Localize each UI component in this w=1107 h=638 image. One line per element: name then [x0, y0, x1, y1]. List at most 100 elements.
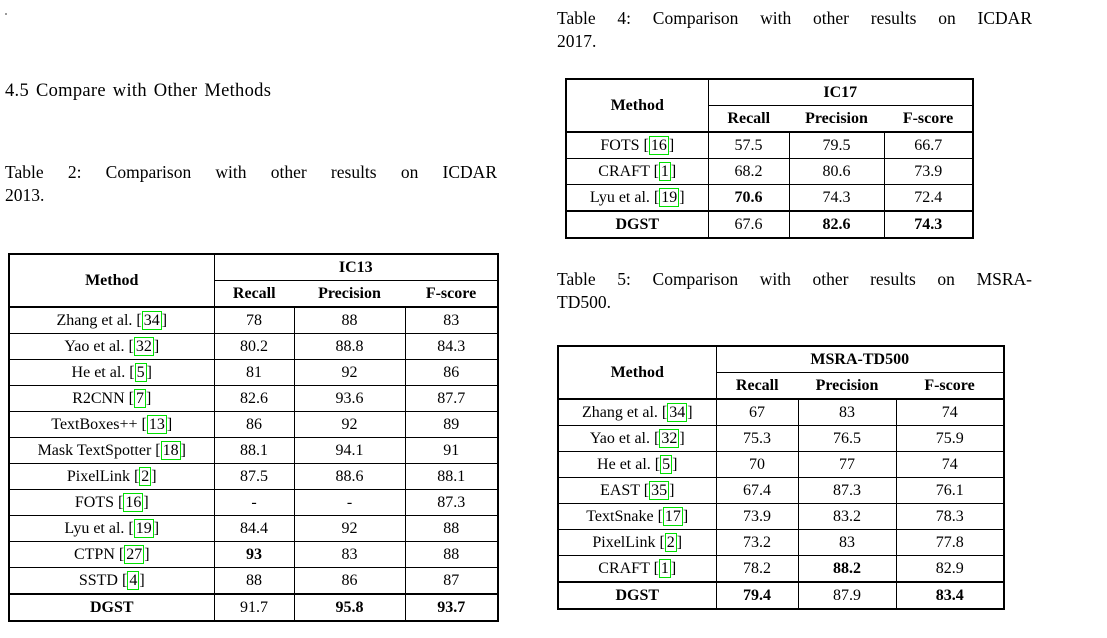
citation-link[interactable]: 16: [123, 493, 144, 512]
value-cell: 88: [404, 541, 499, 568]
citation-link[interactable]: 32: [133, 337, 154, 356]
value-cell: 91: [404, 437, 499, 464]
citation-link[interactable]: 17: [662, 507, 683, 526]
table-row: Lyu et al. [19] 84.4 92 88: [8, 515, 499, 542]
citation-link[interactable]: 5: [660, 455, 673, 474]
caption-line: 2017.: [557, 30, 597, 51]
value-cell: 92: [293, 515, 406, 542]
table-row: SSTD [4] 88 86 87: [8, 567, 499, 595]
table-row: He et al. [5] 81 92 86: [8, 359, 499, 386]
value-cell: 80.2: [213, 333, 295, 360]
value-cell: 72.4: [883, 184, 974, 212]
table-row: TextBoxes++ [13] 86 92 89: [8, 411, 499, 438]
dataset-header: MSRA-TD500: [715, 345, 1005, 373]
value-cell: 80.6: [788, 158, 885, 185]
citation-link[interactable]: 1: [658, 162, 671, 181]
value-cell: 73.9: [883, 158, 974, 185]
caption-line: Table 2: Comparison with other results o…: [5, 162, 497, 182]
method-header: Method: [565, 78, 709, 133]
stat-header-row: Recall Precision F-score: [9, 280, 499, 308]
value-cell: 95.8: [293, 593, 406, 622]
value-cell: 93: [213, 541, 295, 568]
value-cell: 88.6: [293, 463, 406, 490]
method-cell: Yao et al. [32]: [557, 425, 717, 452]
value-cell: 79.4: [715, 581, 799, 610]
caption-line: TD500.: [557, 291, 611, 312]
citation-link[interactable]: 2: [139, 467, 152, 486]
value-cell: 93.7: [404, 593, 499, 622]
method-cell: TextBoxes++ [13]: [8, 411, 215, 438]
table-row: PixelLink [2] 73.2 83 77.8: [557, 529, 1005, 556]
value-cell: 77: [797, 451, 897, 478]
citation-link[interactable]: 32: [659, 429, 680, 448]
value-cell: 83: [797, 398, 897, 426]
citation-link[interactable]: 13: [146, 415, 167, 434]
method-cell: FOTS [16]: [8, 489, 215, 516]
method-header: Method: [557, 345, 717, 400]
stat-header-row: Recall Precision F-score: [558, 372, 1005, 400]
value-cell: 88: [404, 515, 499, 542]
method-cell: SSTD [4]: [8, 567, 215, 595]
method-cell: Lyu et al. [19]: [8, 515, 215, 542]
stat-header-f-score: F-score: [896, 372, 1005, 400]
method-cell: Lyu et al. [19]: [565, 184, 709, 212]
citation-link[interactable]: 18: [160, 441, 181, 460]
citation-link[interactable]: 5: [134, 363, 147, 382]
citation-link[interactable]: 35: [649, 481, 670, 500]
citation-link[interactable]: 16: [648, 136, 669, 155]
citation-link[interactable]: 1: [658, 559, 671, 578]
value-cell: 83: [293, 541, 406, 568]
table-row: PixelLink [2] 87.5 88.6 88.1: [8, 463, 499, 490]
citation-link[interactable]: 19: [659, 188, 680, 207]
value-cell: 89: [404, 411, 499, 438]
table-row: DGST 67.6 82.6 74.3: [565, 210, 974, 239]
value-cell: 67.6: [707, 210, 790, 239]
table5-msra-container: Method MSRA-TD500 Recall Precision F-score Zh…: [557, 345, 1005, 610]
method-cell: He et al. [5]: [557, 451, 717, 478]
table-row: Zhang et al. [34] 67 83 74: [557, 398, 1005, 426]
table5-msra-table: Method MSRA-TD500 Recall Precision F-score Zh…: [557, 345, 1005, 610]
value-cell: 70: [715, 451, 799, 478]
table-row: CRAFT [1] 78.2 88.2 82.9: [557, 555, 1005, 583]
table-row: DGST 91.7 95.8 93.7: [8, 593, 499, 622]
value-cell: 78.3: [895, 503, 1005, 530]
value-cell: 87: [404, 567, 499, 595]
stat-header-f-score: F-score: [884, 105, 974, 133]
table4-ic17-table: Method IC17 Recall Precision F-score FOTS [16…: [565, 78, 974, 239]
value-cell: 78: [213, 306, 295, 334]
value-cell: 57.5: [707, 131, 790, 159]
value-cell: 84.3: [404, 333, 499, 360]
table-row: Yao et al. [32] 75.3 76.5 75.9: [557, 425, 1005, 452]
value-cell: 83: [797, 529, 897, 556]
value-cell: 67.4: [715, 477, 799, 504]
stray-mark: [5, 13, 7, 15]
method-cell: CRAFT [1]: [565, 158, 709, 185]
citation-link[interactable]: 2: [664, 533, 677, 552]
table5-caption: Table 5: Comparison with other results o…: [557, 268, 1032, 313]
value-cell: 87.3: [404, 489, 499, 516]
citation-link[interactable]: 19: [133, 519, 154, 538]
citation-link[interactable]: 7: [133, 389, 146, 408]
citation-link[interactable]: 34: [667, 403, 688, 422]
value-cell: 74: [895, 398, 1005, 426]
method-cell: FOTS [16]: [565, 131, 709, 159]
value-cell: 73.2: [715, 529, 799, 556]
citation-link[interactable]: 4: [127, 571, 140, 590]
header-row: Method IC17: [565, 78, 974, 133]
stat-header-f-score: F-score: [405, 280, 499, 308]
value-cell: -: [293, 489, 406, 516]
method-cell: CTPN [27]: [8, 541, 215, 568]
value-cell: 79.5: [788, 131, 885, 159]
value-cell: -: [213, 489, 295, 516]
method-cell: Zhang et al. [34]: [8, 306, 215, 334]
stat-header-precision: Precision: [789, 105, 884, 133]
value-cell: 78.2: [715, 555, 799, 583]
value-cell: 73.9: [715, 503, 799, 530]
value-cell: 77.8: [895, 529, 1005, 556]
value-cell: 75.3: [715, 425, 799, 452]
value-cell: 76.5: [797, 425, 897, 452]
citation-link[interactable]: 34: [141, 311, 162, 330]
citation-link[interactable]: 27: [124, 545, 145, 564]
table2-ic13-table: Method IC13 Recall Precision F-score Zhang et…: [8, 253, 499, 622]
value-cell: 93.6: [293, 385, 406, 412]
